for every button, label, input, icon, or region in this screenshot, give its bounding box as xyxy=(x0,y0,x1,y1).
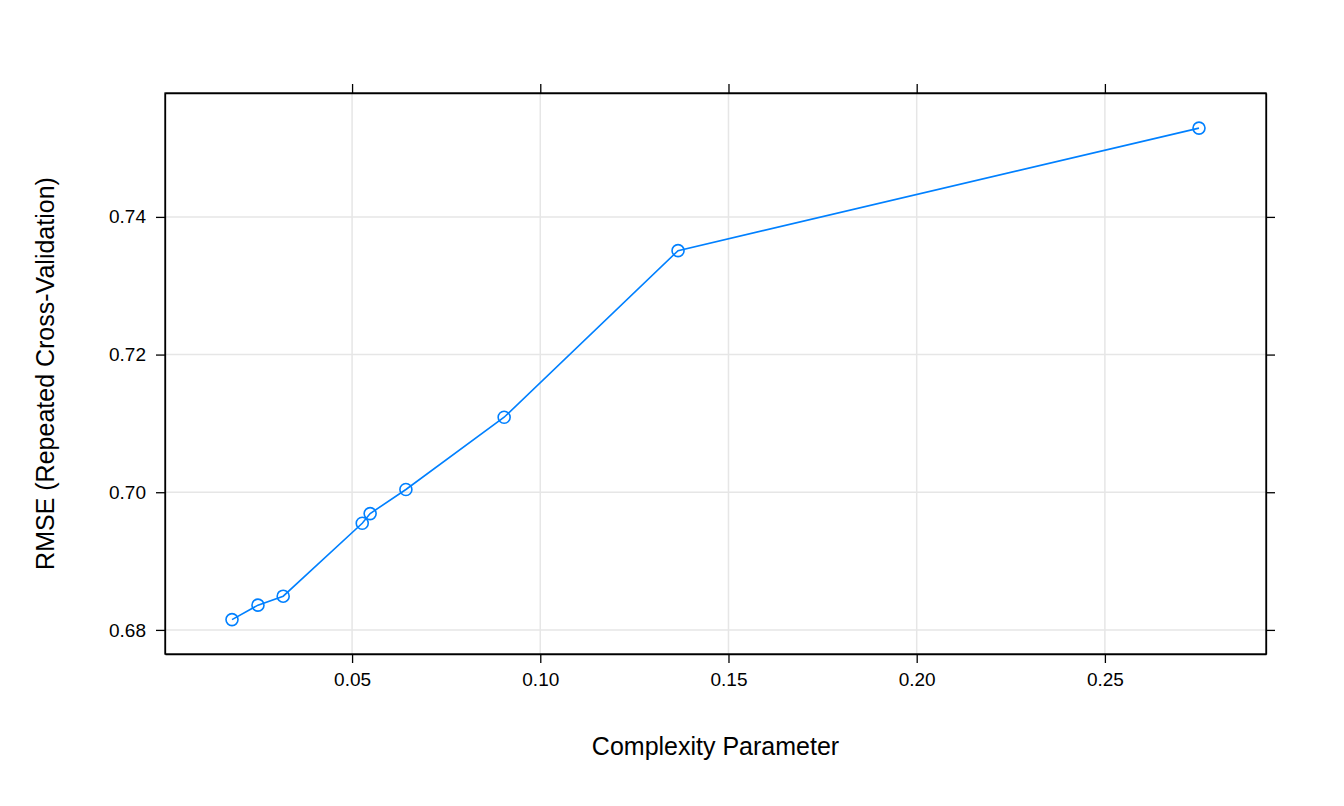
tick xyxy=(352,84,353,93)
tick-mark xyxy=(156,217,165,218)
tick-label: 0.20 xyxy=(899,669,936,690)
tick xyxy=(728,84,729,93)
tick-label: 0.10 xyxy=(522,669,559,690)
tick-mark xyxy=(540,84,541,93)
tick xyxy=(917,84,918,93)
tick xyxy=(1266,217,1275,218)
tick-mark xyxy=(1266,217,1275,218)
y-axis-title: RMSE (Repeated Cross-Validation) xyxy=(31,177,59,570)
tick: 0.05 xyxy=(334,654,371,690)
tick-mark xyxy=(917,84,918,93)
tick: 0.15 xyxy=(710,654,747,690)
x-axis-title: Complexity Parameter xyxy=(592,732,839,760)
tick-mark xyxy=(1266,492,1275,493)
chart: 0.05 0.10 0.15 0.20 0.25 0.68 0.70 0.72 0.74 Comp… xyxy=(0,0,1344,806)
point xyxy=(498,411,510,423)
tick-label: 0.25 xyxy=(1087,669,1124,690)
tick-label: 0.05 xyxy=(334,669,371,690)
tick-mark xyxy=(1105,654,1106,663)
grid-line xyxy=(1104,93,1106,654)
y-axis-right xyxy=(1266,94,1275,655)
tick-mark xyxy=(1266,354,1275,355)
tick-label: 0.72 xyxy=(109,344,146,365)
tick: 0.70 xyxy=(109,482,165,503)
plot: 0.05 0.10 0.15 0.20 0.25 0.68 0.70 0.72 0.74 xyxy=(109,84,1275,690)
tick-label: 0.68 xyxy=(109,619,146,640)
series xyxy=(226,122,1205,625)
tick-label: 0.74 xyxy=(109,206,146,227)
grid-line xyxy=(916,93,918,654)
point xyxy=(226,614,238,626)
grid-line xyxy=(728,93,730,654)
tick-mark xyxy=(352,654,353,663)
tick: 0.25 xyxy=(1087,654,1124,690)
tick-label: 0.15 xyxy=(710,669,747,690)
tick: 0.10 xyxy=(522,654,559,690)
tick-mark xyxy=(917,654,918,663)
x-axis-top xyxy=(166,84,1267,94)
tick-mark xyxy=(1266,630,1275,631)
tick-mark xyxy=(728,654,729,663)
tick-label: 0.70 xyxy=(109,482,146,503)
point xyxy=(400,483,412,495)
tick-mark xyxy=(540,654,541,663)
tick-mark xyxy=(728,84,729,93)
tick xyxy=(540,84,541,93)
grid-line xyxy=(165,354,1266,356)
tick: 0.68 xyxy=(109,619,165,640)
tick xyxy=(1266,355,1275,356)
tick-mark xyxy=(156,630,165,631)
frame xyxy=(165,93,1266,654)
tick: 0.74 xyxy=(109,206,165,227)
tick: 0.72 xyxy=(109,344,165,365)
tick xyxy=(1266,630,1275,631)
tick-mark xyxy=(352,84,353,93)
point xyxy=(277,590,289,602)
line xyxy=(232,128,1199,619)
x-axis: 0.05 0.10 0.15 0.20 0.25 xyxy=(166,654,1267,690)
grid-line xyxy=(165,216,1266,218)
point xyxy=(364,508,376,520)
grid xyxy=(165,93,1266,654)
tick xyxy=(1105,84,1106,93)
tick: 0.20 xyxy=(899,654,936,690)
tick-mark xyxy=(156,492,165,493)
grid-line xyxy=(351,93,353,654)
point xyxy=(252,599,264,611)
point xyxy=(672,245,684,257)
tick-mark xyxy=(1105,84,1106,93)
grid-line xyxy=(540,93,542,654)
y-axis: 0.68 0.70 0.72 0.74 xyxy=(109,94,165,655)
point xyxy=(1193,122,1205,134)
grid-line xyxy=(165,629,1266,631)
tick-mark xyxy=(156,354,165,355)
grid-line xyxy=(165,491,1266,493)
tick xyxy=(1266,492,1275,493)
